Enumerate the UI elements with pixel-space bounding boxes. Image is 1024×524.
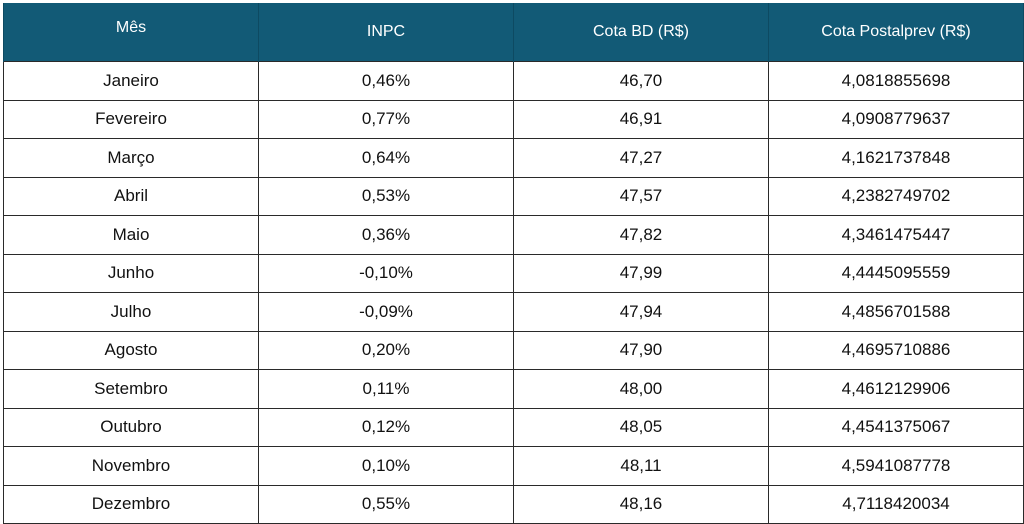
table-body: Janeiro 0,46% 46,70 4,0818855698 Fevereiro 0,… <box>3 61 1024 524</box>
table-row: Abril 0,53% 47,57 4,2382749702 <box>3 176 1024 216</box>
cell-inpc: 0,20% <box>258 330 514 370</box>
cell-cota-bd: 47,27 <box>513 138 769 178</box>
cell-cota-postalprev: 4,4445095559 <box>768 253 1024 293</box>
cell-mes: Janeiro <box>3 61 259 101</box>
cell-inpc: 0,64% <box>258 138 514 178</box>
cell-inpc: -0,09% <box>258 292 514 332</box>
header-cota-bd: Cota BD (R$) <box>513 3 769 62</box>
cell-inpc: 0,55% <box>258 484 514 524</box>
cell-cota-postalprev: 4,4541375067 <box>768 407 1024 447</box>
cell-inpc: 0,77% <box>258 99 514 139</box>
header-cota-postalprev: Cota Postalprev (R$) <box>768 3 1024 62</box>
table-row: Janeiro 0,46% 46,70 4,0818855698 <box>3 61 1024 101</box>
cell-inpc: 0,12% <box>258 407 514 447</box>
header-mes: Mês <box>3 3 259 62</box>
cell-cota-bd: 48,00 <box>513 369 769 409</box>
table-row: Julho -0,09% 47,94 4,4856701588 <box>3 292 1024 332</box>
table-row: Dezembro 0,55% 48,16 4,7118420034 <box>3 484 1024 524</box>
cell-cota-postalprev: 4,4695710886 <box>768 330 1024 370</box>
cell-mes: Outubro <box>3 407 259 447</box>
cell-inpc: 0,36% <box>258 215 514 255</box>
cell-inpc: 0,46% <box>258 61 514 101</box>
cell-cota-postalprev: 4,1621737848 <box>768 138 1024 178</box>
cell-mes: Abril <box>3 176 259 216</box>
cell-cota-bd: 48,11 <box>513 446 769 486</box>
cell-mes: Fevereiro <box>3 99 259 139</box>
cell-cota-bd: 48,16 <box>513 484 769 524</box>
table-row: Setembro 0,11% 48,00 4,4612129906 <box>3 369 1024 409</box>
cell-mes: Junho <box>3 253 259 293</box>
cell-mes: Julho <box>3 292 259 332</box>
table-row: Junho -0,10% 47,99 4,4445095559 <box>3 253 1024 293</box>
table-row: Março 0,64% 47,27 4,1621737848 <box>3 138 1024 178</box>
inpc-table: Mês INPC Cota BD (R$) Cota Postalprev (R… <box>3 3 1024 524</box>
cell-cota-bd: 47,90 <box>513 330 769 370</box>
cell-cota-postalprev: 4,5941087778 <box>768 446 1024 486</box>
cell-cota-postalprev: 4,4612129906 <box>768 369 1024 409</box>
cell-cota-bd: 48,05 <box>513 407 769 447</box>
cell-mes: Maio <box>3 215 259 255</box>
table-row: Agosto 0,20% 47,90 4,4695710886 <box>3 330 1024 370</box>
cell-inpc: 0,10% <box>258 446 514 486</box>
cell-inpc: 0,53% <box>258 176 514 216</box>
cell-cota-postalprev: 4,7118420034 <box>768 484 1024 524</box>
cell-cota-postalprev: 4,4856701588 <box>768 292 1024 332</box>
cell-mes: Março <box>3 138 259 178</box>
cell-mes: Setembro <box>3 369 259 409</box>
cell-mes: Dezembro <box>3 484 259 524</box>
cell-cota-postalprev: 4,3461475447 <box>768 215 1024 255</box>
header-inpc: INPC <box>258 3 514 62</box>
table-row: Maio 0,36% 47,82 4,3461475447 <box>3 215 1024 255</box>
cell-mes: Novembro <box>3 446 259 486</box>
cell-cota-postalprev: 4,2382749702 <box>768 176 1024 216</box>
cell-cota-bd: 46,70 <box>513 61 769 101</box>
cell-cota-bd: 47,99 <box>513 253 769 293</box>
cell-cota-bd: 46,91 <box>513 99 769 139</box>
cell-cota-bd: 47,82 <box>513 215 769 255</box>
cell-inpc: 0,11% <box>258 369 514 409</box>
cell-cota-postalprev: 4,0818855698 <box>768 61 1024 101</box>
cell-cota-bd: 47,94 <box>513 292 769 332</box>
table-row: Outubro 0,12% 48,05 4,4541375067 <box>3 407 1024 447</box>
cell-mes: Agosto <box>3 330 259 370</box>
cell-cota-postalprev: 4,0908779637 <box>768 99 1024 139</box>
table-row: Fevereiro 0,77% 46,91 4,0908779637 <box>3 99 1024 139</box>
header-row: Mês INPC Cota BD (R$) Cota Postalprev (R… <box>3 3 1024 62</box>
cell-cota-bd: 47,57 <box>513 176 769 216</box>
cell-inpc: -0,10% <box>258 253 514 293</box>
table-row: Novembro 0,10% 48,11 4,5941087778 <box>3 446 1024 486</box>
